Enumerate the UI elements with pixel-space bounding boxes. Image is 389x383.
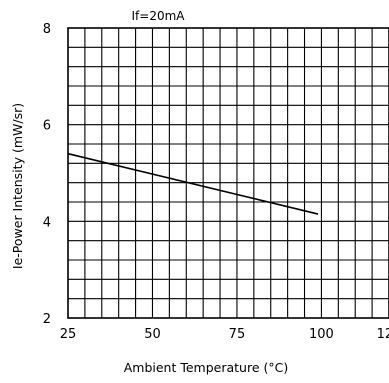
- y-tick-label: 4: [43, 215, 51, 230]
- y-tick-labels: 2 4 6 8: [43, 22, 51, 327]
- series-layer: [67, 152, 319, 215]
- plot-frame: [67, 27, 389, 319]
- grid: [68, 28, 389, 318]
- y-axis-label: Ie-Power Intensity (mW/sr): [10, 103, 25, 269]
- chart-annotation: If=20mA: [132, 9, 186, 23]
- x-tick-label: 25: [60, 327, 77, 342]
- x-axis-label: Ambient Temperature (°C): [124, 360, 289, 375]
- y-tick-label: 8: [43, 22, 51, 37]
- x-tick-label: 120: [377, 327, 389, 342]
- y-tick-label: 6: [43, 119, 51, 134]
- x-tick-label: 75: [229, 327, 246, 342]
- series-line-0: [67, 152, 319, 215]
- x-tick-labels: 25 50 75 100 120: [60, 327, 389, 342]
- x-tick-label: 50: [144, 327, 161, 342]
- x-tick-label: 100: [309, 327, 334, 342]
- y-tick-label: 2: [43, 312, 51, 327]
